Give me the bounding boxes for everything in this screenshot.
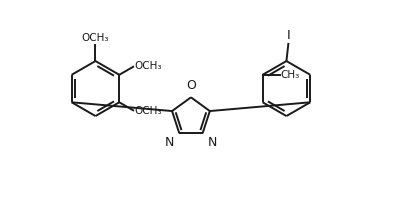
Text: OCH₃: OCH₃ [82,33,109,43]
Text: OCH₃: OCH₃ [134,106,162,116]
Text: N: N [165,136,174,149]
Text: O: O [186,79,196,92]
Text: OCH₃: OCH₃ [134,61,162,71]
Text: I: I [287,29,291,42]
Text: N: N [208,136,217,149]
Text: CH₃: CH₃ [281,70,300,80]
